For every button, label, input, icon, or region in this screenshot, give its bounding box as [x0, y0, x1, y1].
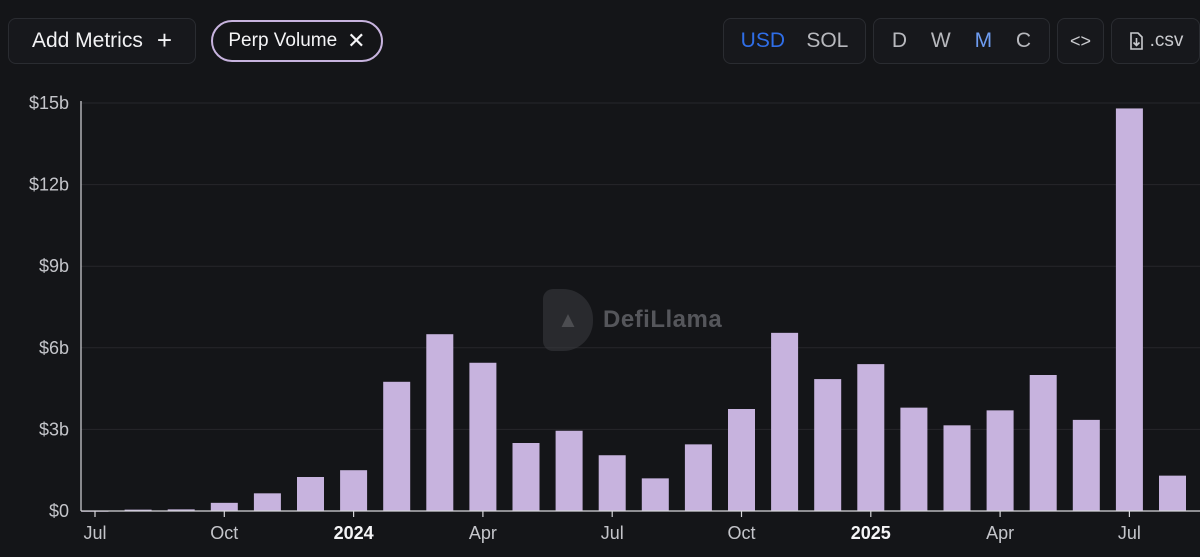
bar[interactable] — [1159, 475, 1186, 511]
x-tick-label: Apr — [986, 523, 1014, 543]
axes — [80, 101, 1200, 512]
y-tick-label: $6b — [39, 338, 69, 358]
x-tick-label: Apr — [469, 523, 497, 543]
bar[interactable] — [297, 477, 324, 511]
bar[interactable] — [814, 379, 842, 511]
x-tick-label: 2025 — [851, 523, 891, 543]
add-metrics-button[interactable]: Add Metrics + — [8, 18, 196, 64]
bar[interactable] — [641, 478, 669, 511]
watermark-text: DefiLlama — [603, 306, 723, 333]
y-tick-labels: $0 $3b $6b $9b $12b $15b — [29, 93, 69, 521]
plus-icon: + — [156, 25, 173, 55]
bar[interactable] — [555, 430, 583, 511]
bar[interactable] — [900, 407, 928, 511]
y-tick-label: $15b — [29, 93, 69, 113]
x-tick-label: Oct — [210, 523, 238, 543]
bar[interactable] — [1029, 375, 1057, 511]
period-monthly-button[interactable]: M — [974, 29, 993, 52]
period-weekly-button[interactable]: W — [930, 29, 951, 52]
download-file-icon — [1129, 32, 1143, 50]
metric-pill-label: Perp Volume — [228, 30, 338, 51]
bars — [81, 108, 1186, 512]
bar[interactable] — [124, 509, 152, 511]
bar[interactable] — [943, 425, 971, 511]
csv-download-button[interactable]: .csv — [1111, 18, 1200, 64]
currency-sol-button[interactable]: SOL — [806, 29, 849, 52]
defillama-watermark: ▲ DefiLlama — [543, 289, 722, 351]
x-tick-label: Jul — [1118, 523, 1141, 543]
bar[interactable] — [253, 493, 281, 511]
embed-button[interactable]: <> — [1057, 18, 1104, 64]
toolbar: Add Metrics + Perp Volume ✕ USD SOL D W … — [0, 0, 1200, 80]
bar[interactable] — [857, 364, 885, 511]
llama-logo-icon: ▲ — [543, 289, 593, 351]
bar[interactable] — [986, 410, 1014, 511]
bar[interactable] — [426, 334, 454, 511]
bar[interactable] — [684, 444, 712, 511]
bar[interactable] — [512, 443, 540, 511]
bar[interactable] — [469, 362, 497, 511]
period-toggle: D W M C — [873, 18, 1050, 64]
x-tick-label: Oct — [727, 523, 755, 543]
y-tick-label: $3b — [39, 419, 69, 439]
period-cumulative-button[interactable]: C — [1015, 29, 1032, 52]
add-metrics-label: Add Metrics — [31, 29, 143, 52]
bar[interactable] — [771, 332, 799, 511]
code-icon: <> — [1069, 30, 1092, 51]
bar[interactable] — [728, 409, 755, 511]
bar[interactable] — [598, 455, 626, 511]
x-tick-label: Jul — [601, 523, 624, 543]
bar[interactable] — [383, 381, 411, 511]
x-tick-labels: Jul Oct 2024 Apr Jul Oct 2025 Apr Jul — [83, 511, 1141, 543]
perp-volume-bar-chart: $0 $3b $6b $9b $12b $15b Jul Oct 2024 Apr Jul Oct 2… — [29, 93, 1200, 543]
bar[interactable] — [210, 502, 238, 511]
x-tick-label: 2024 — [334, 523, 374, 543]
x-tick-label: Jul — [83, 523, 106, 543]
bar[interactable] — [340, 470, 368, 511]
currency-usd-button[interactable]: USD — [740, 29, 785, 52]
y-tick-label: $12b — [29, 175, 69, 195]
period-daily-button[interactable]: D — [891, 29, 908, 52]
bar[interactable] — [1115, 108, 1143, 511]
y-tick-label: $0 — [49, 501, 69, 521]
csv-label: .csv — [1149, 30, 1184, 51]
currency-toggle: USD SOL — [723, 18, 866, 64]
close-icon[interactable]: ✕ — [347, 28, 366, 53]
bar[interactable] — [1072, 419, 1100, 511]
y-tick-label: $9b — [39, 256, 69, 276]
metric-pill-perp-volume[interactable]: Perp Volume ✕ — [211, 20, 383, 62]
bar[interactable] — [167, 509, 195, 511]
